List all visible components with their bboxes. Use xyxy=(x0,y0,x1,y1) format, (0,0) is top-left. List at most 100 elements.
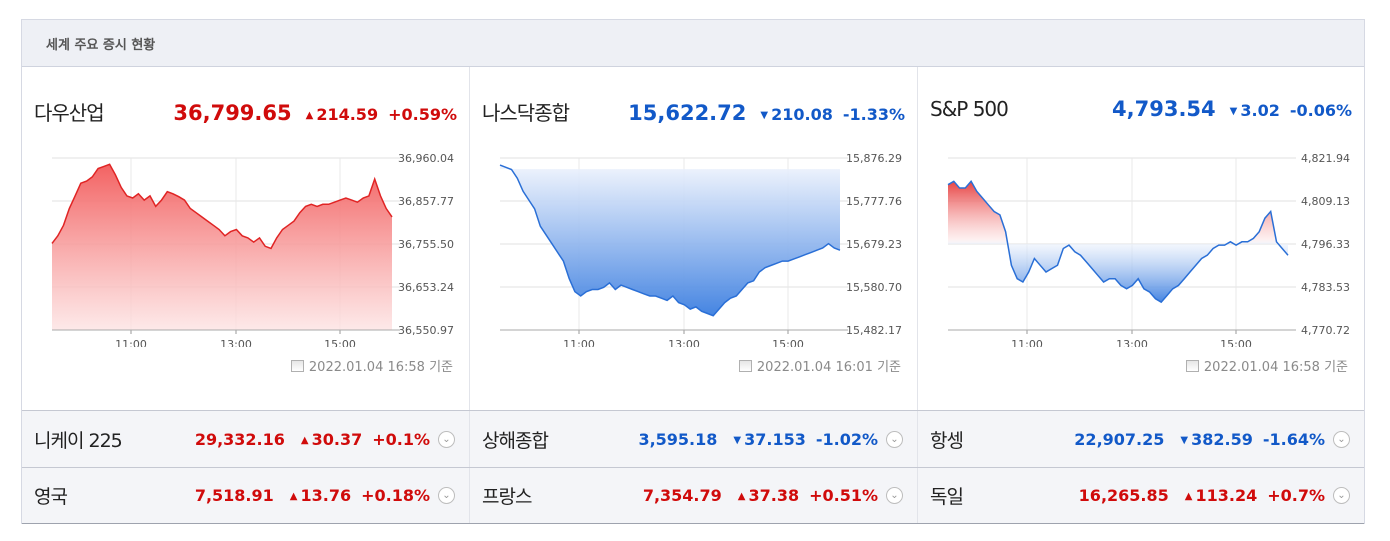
index-change-value: 382.59 xyxy=(1191,429,1253,449)
index-name[interactable]: 상해종합 xyxy=(482,429,549,452)
nasdaq-chart[interactable]: 11:00 13:00 15:00 15,876.29 15,777.76 15,679.… xyxy=(470,147,918,347)
index-change-value: 214.59 xyxy=(316,105,379,124)
index-value: 16,265.85 xyxy=(1078,486,1169,505)
x-tick-label: 11:00 xyxy=(1011,338,1043,347)
index-cell-shanghai[interactable]: 상해종합 3,595.18 ▼ 37.153 -1.02% ⌄ xyxy=(470,411,918,467)
index-value: 29,332.16 xyxy=(194,429,285,449)
timestamp-text: 2022.01.04 16:01 기준 xyxy=(756,360,901,375)
y-tick-label: 4,770.72 xyxy=(1301,324,1350,337)
up-arrow-icon: ▲ xyxy=(1184,491,1193,502)
sp500-chart[interactable]: 11:00 13:00 15:00 4,821.94 4,809.13 4,796.33 4… xyxy=(918,147,1364,347)
y-tick-label: 15,777.76 xyxy=(846,195,902,208)
down-arrow-icon: ▼ xyxy=(760,110,769,121)
y-tick-label: 4,796.33 xyxy=(1301,238,1350,251)
index-value: 3,595.18 xyxy=(638,429,718,449)
timestamp: 2022.01.04 16:01 기준 xyxy=(738,356,901,375)
timestamp-text: 2022.01.04 16:58 기준 xyxy=(308,360,453,375)
index-percent: -1.64% xyxy=(1262,429,1325,449)
index-name[interactable]: 독일 xyxy=(930,486,964,508)
panel-dow[interactable]: 다우산업 36,799.65 ▲ 214.59 +0.59% 11:00 13:00… xyxy=(22,67,470,410)
index-row: 니케이 225 29,332.16 ▲ 30.37 +0.1% ⌄ 상해종합 3,… xyxy=(22,410,1364,467)
chevron-down-icon[interactable]: ⌄ xyxy=(438,487,455,504)
index-cell-germany[interactable]: 독일 16,265.85 ▲ 113.24 +0.7% ⌄ xyxy=(918,468,1364,523)
index-percent: +0.7% xyxy=(1267,486,1325,505)
timestamp-text: 2022.01.04 16:58 기준 xyxy=(1203,360,1348,375)
panel-head: S&P 500 4,793.54 ▼ 3.02 -0.06% xyxy=(930,97,1352,127)
x-tick-label: 13:00 xyxy=(668,338,700,347)
chevron-down-icon[interactable]: ⌄ xyxy=(1333,430,1350,448)
document-icon xyxy=(290,359,304,372)
timestamp: 2022.01.04 16:58 기준 xyxy=(290,356,453,375)
index-cell-hangseng[interactable]: 항셍 22,907.25 ▼ 382.59 -1.64% ⌄ xyxy=(918,411,1364,467)
index-change: ▼ 37.153 xyxy=(733,430,805,449)
other-index-list: 니케이 225 29,332.16 ▲ 30.37 +0.1% ⌄ 상해종합 3,… xyxy=(22,410,1364,524)
y-tick-label: 36,550.97 xyxy=(398,324,454,337)
index-name[interactable]: S&P 500 xyxy=(930,97,1009,121)
index-change-value: 3.02 xyxy=(1240,101,1280,120)
y-tick-label: 15,482.17 xyxy=(846,324,902,337)
index-value: 22,907.25 xyxy=(1074,429,1165,449)
widget-title: 세계 주요 증시 현황 xyxy=(46,37,156,53)
price-line xyxy=(499,164,841,317)
price-line xyxy=(947,180,1289,304)
index-percent: +0.59% xyxy=(388,105,457,124)
y-tick-label: 4,809.13 xyxy=(1301,195,1350,208)
index-percent: -1.33% xyxy=(842,105,905,124)
index-change-value: 13.76 xyxy=(300,486,352,505)
x-tick-label: 15:00 xyxy=(772,338,804,347)
timestamp: 2022.01.04 16:58 기준 xyxy=(1185,356,1348,375)
index-change: ▼ 382.59 xyxy=(1180,430,1252,449)
index-change: ▼ 3.02 xyxy=(1230,101,1280,120)
index-value: 15,622.72 xyxy=(628,101,747,125)
y-tick-label: 36,857.77 xyxy=(398,195,454,208)
index-change: ▲ 113.24 xyxy=(1185,486,1257,505)
index-percent: -0.06% xyxy=(1289,101,1352,120)
dow-chart[interactable]: 11:00 13:00 15:00 36,960.04 36,857.77 36,755.… xyxy=(22,147,470,347)
index-name[interactable]: 항셍 xyxy=(930,429,964,452)
index-row: 영국 7,518.91 ▲ 13.76 +0.18% ⌄ 프랑스 7,354.79… xyxy=(22,467,1364,524)
document-icon xyxy=(1185,359,1199,372)
index-value: 4,793.54 xyxy=(1112,97,1216,121)
down-arrow-icon: ▼ xyxy=(1180,434,1189,446)
chevron-down-icon[interactable]: ⌄ xyxy=(886,430,903,448)
widget-header: 세계 주요 증시 현황 xyxy=(22,20,1364,67)
panel-sp500[interactable]: S&P 500 4,793.54 ▼ 3.02 -0.06% 11:00 13:00… xyxy=(918,67,1364,410)
x-tick-label: 11:00 xyxy=(563,338,595,347)
up-arrow-icon: ▲ xyxy=(289,491,298,502)
index-cell-uk[interactable]: 영국 7,518.91 ▲ 13.76 +0.18% ⌄ xyxy=(22,468,470,523)
chevron-down-icon[interactable]: ⌄ xyxy=(438,430,455,448)
y-tick-label: 15,580.70 xyxy=(846,281,902,294)
panel-nasdaq[interactable]: 나스닥종합 15,622.72 ▼ 210.08 -1.33% 11:00 13:0… xyxy=(470,67,918,410)
index-cell-france[interactable]: 프랑스 7,354.79 ▲ 37.38 +0.51% ⌄ xyxy=(470,468,918,523)
y-tick-label: 4,821.94 xyxy=(1301,152,1350,165)
index-percent: +0.51% xyxy=(809,486,878,505)
index-value: 7,354.79 xyxy=(642,486,722,505)
y-tick-label: 36,755.50 xyxy=(398,238,454,251)
index-name[interactable]: 다우산업 xyxy=(34,101,105,125)
chevron-down-icon[interactable]: ⌄ xyxy=(886,487,903,504)
y-tick-label: 15,876.29 xyxy=(846,152,902,165)
panel-head: 나스닥종합 15,622.72 ▼ 210.08 -1.33% xyxy=(482,97,905,127)
index-cell-nikkei[interactable]: 니케이 225 29,332.16 ▲ 30.37 +0.1% ⌄ xyxy=(22,411,470,467)
index-name[interactable]: 니케이 225 xyxy=(34,429,123,452)
down-arrow-icon: ▼ xyxy=(1229,106,1238,117)
y-tick-label: 36,653.24 xyxy=(398,281,454,294)
chevron-down-icon[interactable]: ⌄ xyxy=(1333,487,1350,504)
index-percent: +0.18% xyxy=(361,486,430,505)
document-icon xyxy=(738,359,752,372)
index-percent: -1.02% xyxy=(815,429,878,449)
x-tick-label: 11:00 xyxy=(115,338,147,347)
major-index-panels: 다우산업 36,799.65 ▲ 214.59 +0.59% 11:00 13:00… xyxy=(22,67,1364,410)
x-tick-label: 15:00 xyxy=(324,338,356,347)
y-tick-label: 36,960.04 xyxy=(398,152,454,165)
panel-head: 다우산업 36,799.65 ▲ 214.59 +0.59% xyxy=(34,97,457,127)
index-change: ▲ 13.76 xyxy=(290,486,351,505)
index-change-value: 210.08 xyxy=(771,105,833,124)
up-arrow-icon: ▲ xyxy=(305,110,314,121)
index-name[interactable]: 영국 xyxy=(34,486,68,508)
index-value: 7,518.91 xyxy=(194,486,274,505)
index-change: ▲ 37.38 xyxy=(738,486,799,505)
up-arrow-icon: ▲ xyxy=(300,434,309,446)
index-name[interactable]: 나스닥종합 xyxy=(482,101,570,125)
index-name[interactable]: 프랑스 xyxy=(482,486,532,508)
